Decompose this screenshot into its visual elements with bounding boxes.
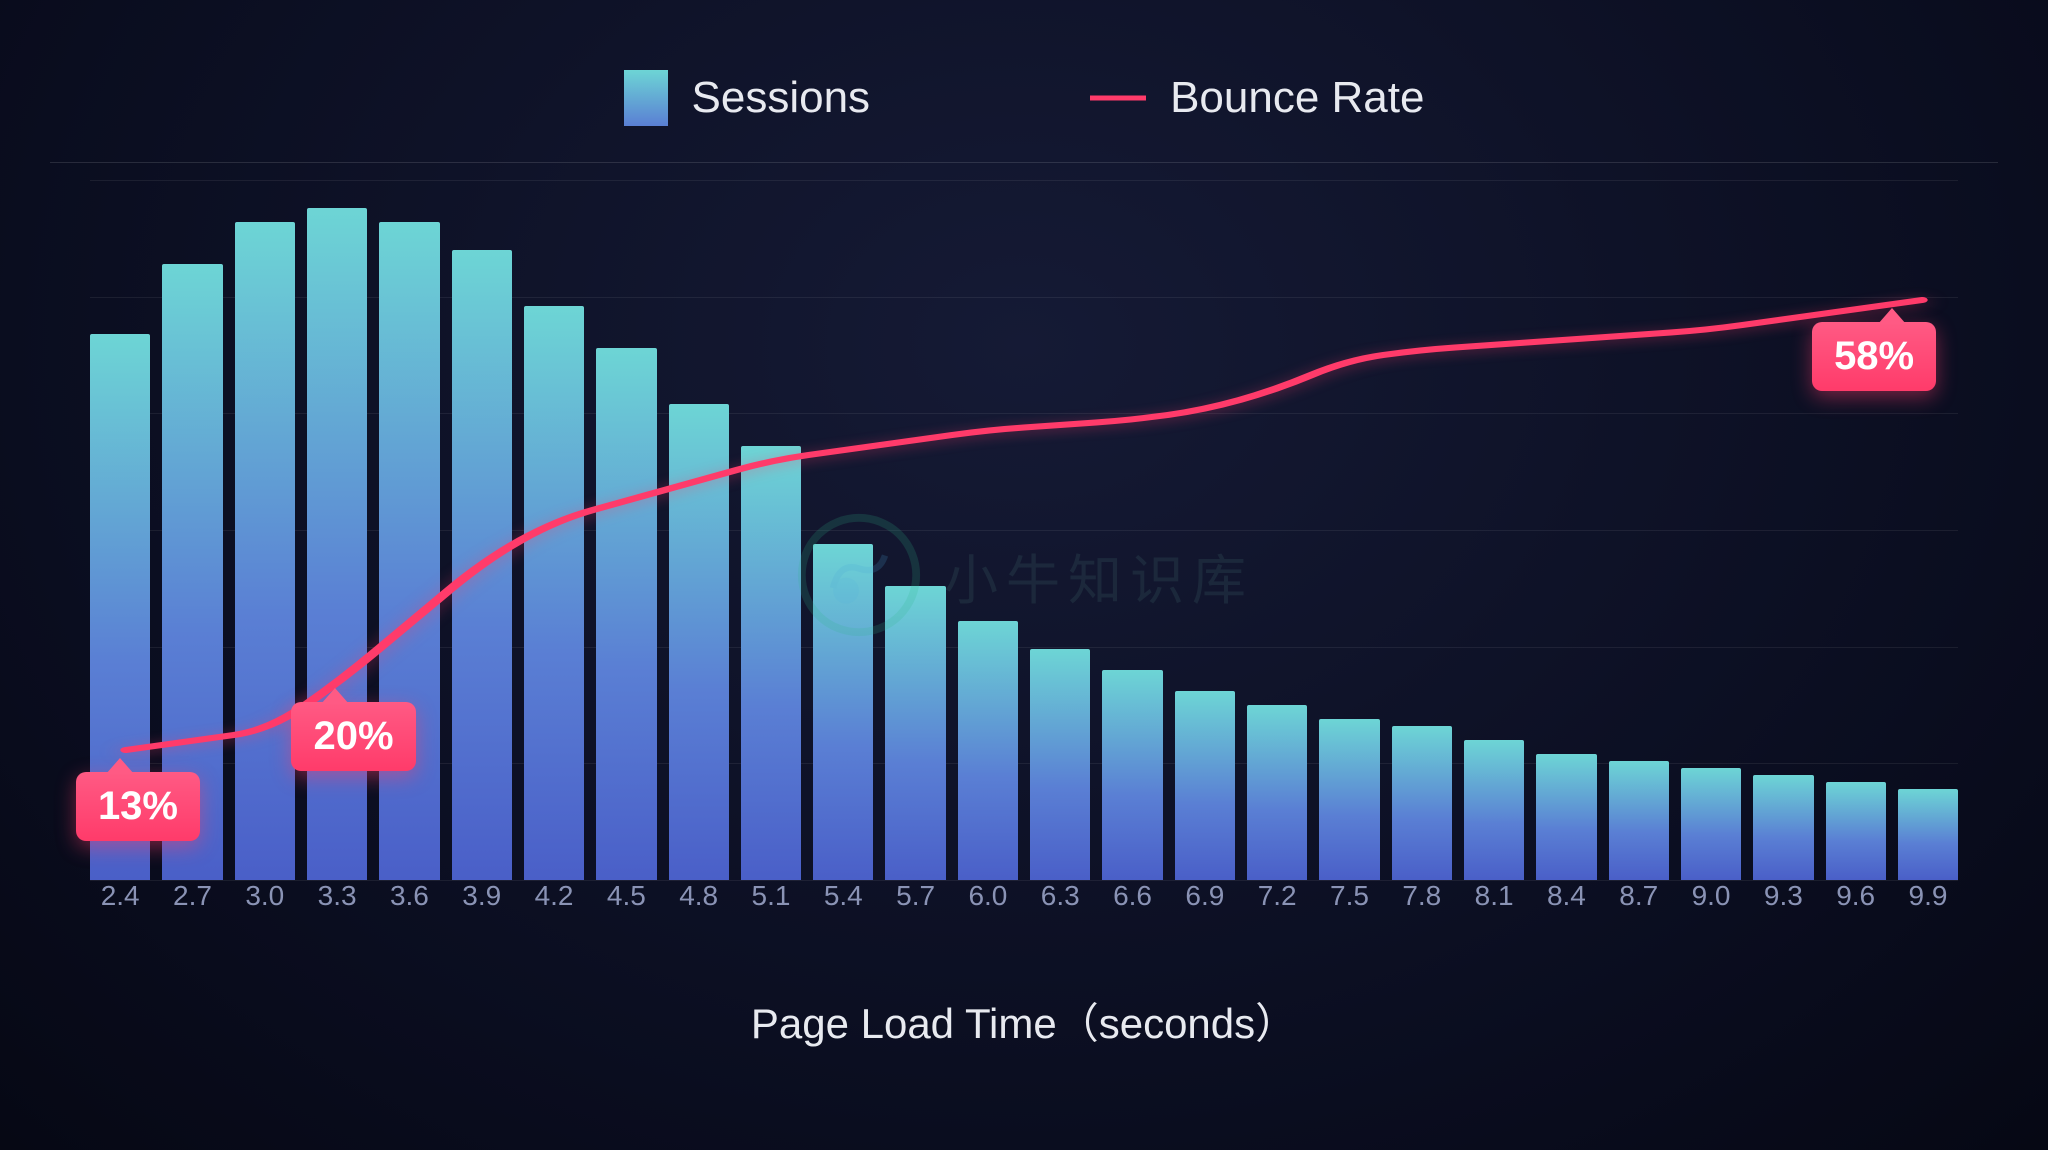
legend-divider — [50, 162, 1998, 163]
legend-item-bounce: Bounce Rate — [1090, 70, 1424, 126]
x-tick: 3.6 — [379, 880, 439, 920]
x-tick: 5.4 — [813, 880, 873, 920]
x-tick: 8.7 — [1609, 880, 1669, 920]
x-tick: 6.0 — [958, 880, 1018, 920]
x-axis: 2.4 2.7 3.0 3.3 3.6 3.9 4.2 4.5 4.8 5.1 5.4 5.7 6.0 6… — [90, 880, 1958, 920]
x-tick: 7.2 — [1247, 880, 1307, 920]
x-tick: 9.3 — [1753, 880, 1813, 920]
x-tick: 4.5 — [596, 880, 656, 920]
bounce-line-svg — [90, 180, 1958, 880]
x-tick: 6.3 — [1030, 880, 1090, 920]
sessions-swatch-icon — [624, 70, 668, 126]
legend-label-bounce: Bounce Rate — [1170, 73, 1424, 123]
x-tick: 3.3 — [307, 880, 367, 920]
x-tick: 7.5 — [1319, 880, 1379, 920]
legend-label-sessions: Sessions — [692, 73, 871, 123]
x-tick: 6.9 — [1175, 880, 1235, 920]
bounce-line — [126, 300, 1922, 750]
callout-badge: 58% — [1812, 322, 1936, 391]
x-tick: 3.9 — [452, 880, 512, 920]
x-axis-label: Page Load Time（seconds） — [0, 990, 2048, 1051]
x-tick: 4.2 — [524, 880, 584, 920]
x-tick: 6.6 — [1102, 880, 1162, 920]
bounce-swatch-icon — [1090, 70, 1146, 126]
x-tick: 3.0 — [235, 880, 295, 920]
x-tick: 4.8 — [669, 880, 729, 920]
callout-badge: 13% — [76, 772, 200, 841]
x-tick: 8.4 — [1536, 880, 1596, 920]
x-tick: 2.7 — [162, 880, 222, 920]
chart: 13%20%58% 2.42.73.03.33.63.94.24.54.85.1… — [90, 180, 1958, 920]
x-tick: 9.6 — [1826, 880, 1886, 920]
x-tick: 9.9 — [1898, 880, 1958, 920]
x-tick: 7.8 — [1392, 880, 1452, 920]
callout-badge: 20% — [291, 702, 415, 771]
x-tick: 8.1 — [1464, 880, 1524, 920]
x-tick: 9.0 — [1681, 880, 1741, 920]
legend: Sessions Bounce Rate — [0, 0, 2048, 156]
x-tick: 5.7 — [885, 880, 945, 920]
plot-area: 13%20%58% — [90, 180, 1958, 880]
legend-item-sessions: Sessions — [624, 70, 871, 126]
x-tick: 2.4 — [90, 880, 150, 920]
x-tick: 5.1 — [741, 880, 801, 920]
